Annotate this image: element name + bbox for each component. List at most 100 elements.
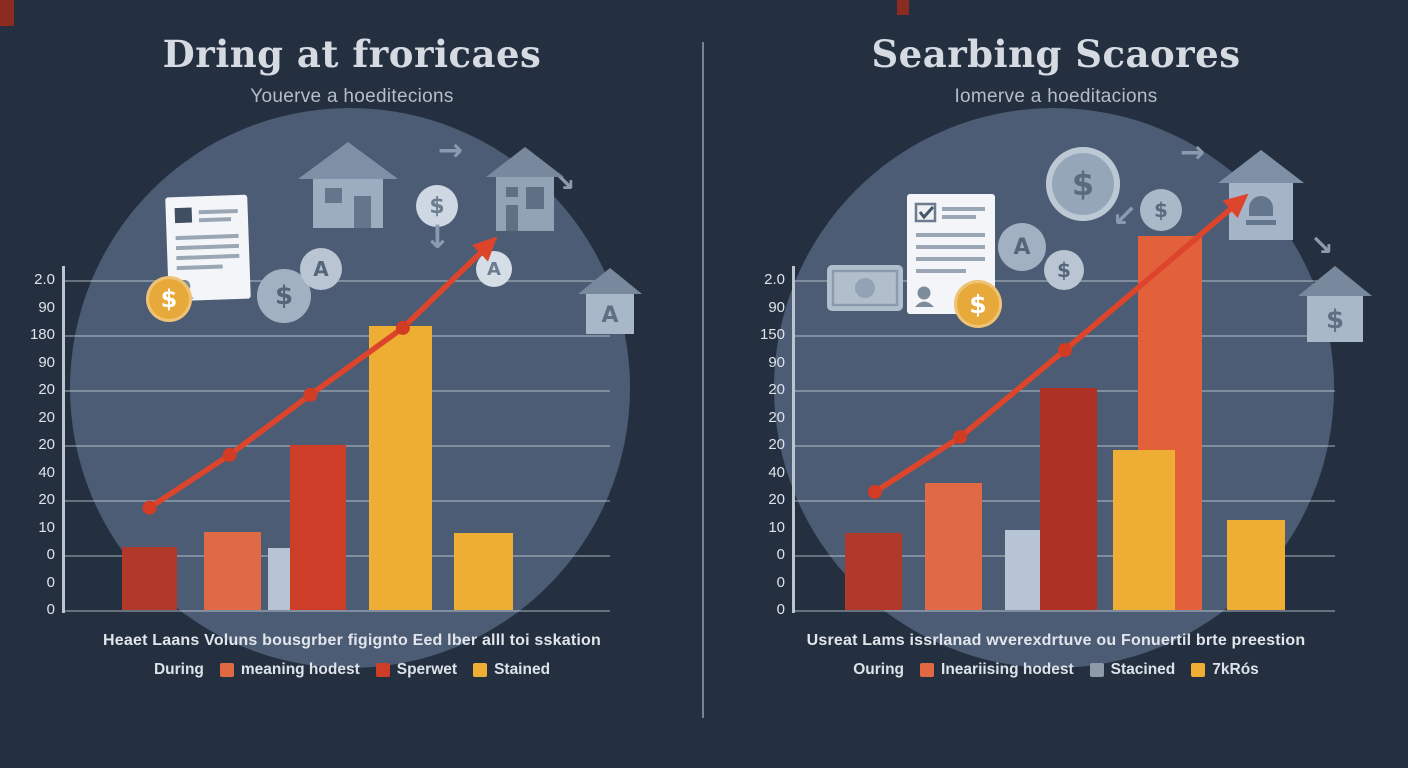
dollar-house-icon: $: [1298, 266, 1372, 342]
house-icon: [298, 142, 398, 228]
y-tick-label: 20: [768, 491, 785, 508]
gridline: [65, 610, 610, 612]
bar-line-chart: 2.0 90 150 90 20 20 20 40 20 10 0 0 0: [760, 193, 1335, 618]
chart-title: Searbing Scaores: [871, 32, 1241, 76]
y-tick-label: 2.0: [764, 271, 785, 288]
chart-subtitle: Iomerve a hoeditacions: [954, 86, 1158, 107]
x-axis-caption: Usreat Lams issrlanad wverexdrtuve ou Fo…: [806, 632, 1306, 649]
legend-label: Stained: [494, 661, 551, 678]
dollar-glyph: $: [1071, 165, 1095, 203]
dollar-glyph: $: [1154, 198, 1168, 222]
dollar-glyph: $: [969, 289, 987, 319]
dollar-glyph: $: [274, 281, 294, 311]
small-dollar-coin-icon: $: [1140, 189, 1182, 231]
down-arrow-icon: ↓: [424, 218, 451, 256]
legend-label: 7kRós: [1212, 661, 1259, 678]
dollar-glyph: $: [1057, 258, 1071, 282]
y-tick-label: 20: [38, 381, 55, 398]
legend-label: During: [153, 661, 204, 678]
y-tick-label: 0: [46, 546, 55, 563]
chart-stage: $ $ A $ A ↓ → ↘ A 2.0 90 180 90 20 20: [30, 108, 642, 668]
bar: [1040, 387, 1097, 610]
panel-divider: [702, 42, 704, 718]
y-tick-label: 0: [776, 546, 785, 563]
bank-house-icon: [486, 147, 564, 231]
legend-item: Sperwet: [375, 661, 458, 679]
y-tick-label: 90: [768, 298, 785, 316]
dollar-circle-icon: $: [416, 185, 458, 227]
y-tick-label: 20: [768, 436, 785, 453]
letter-a-badge-icon: A: [300, 248, 342, 290]
trend-line: [142, 236, 498, 515]
right-chart-panel: Searbing Scaores Iomerve a hoeditacions …: [704, 0, 1408, 768]
house-a-icon: A: [578, 268, 642, 334]
dollar-glyph: $: [160, 285, 178, 313]
corner-accent: [0, 0, 14, 26]
right-arrow-icon: →: [1180, 135, 1206, 170]
bar: [290, 445, 346, 610]
money-bill-icon: [827, 265, 903, 311]
y-tick-label: 150: [759, 326, 785, 343]
y-tick-label: 10: [38, 518, 55, 536]
y-tick-label: 90: [38, 298, 55, 316]
y-tick-label: 40: [38, 463, 55, 481]
y-tick-label: 180: [29, 326, 55, 343]
bar: [122, 547, 177, 610]
y-tick-label: 10: [768, 518, 785, 536]
legend-label: Ineariising hodest: [941, 661, 1074, 678]
chart-legend: Ouring Ineariising hodest Stacined 7kRós: [704, 661, 1408, 679]
document-icon: [165, 194, 251, 302]
letter-a-glyph: A: [487, 258, 501, 280]
large-dollar-coin-icon: $: [1046, 147, 1120, 221]
legend-item: Stained: [473, 661, 550, 679]
bar: [1227, 519, 1286, 610]
y-tick-label: 20: [38, 491, 55, 508]
dollar-glyph: $: [429, 193, 445, 219]
gold-dollar-coin-icon: $: [146, 276, 192, 322]
legend-label: Sperwet: [396, 661, 458, 678]
y-tick-label: 0: [776, 573, 785, 591]
y-tick-label: 0: [46, 573, 55, 591]
chart-stage: $ A $ $ $ $ → ↙ ↘ 2.0 90 150 90 20 20 20 40 20 1: [704, 0, 1408, 768]
legend-swatch: [473, 663, 488, 677]
y-tick-label: 20: [38, 408, 55, 426]
letter-a-glyph: A: [313, 257, 329, 281]
y-tick-label: 90: [38, 353, 55, 371]
y-tick-label: 20: [768, 408, 785, 426]
bar: [845, 533, 902, 610]
legend-swatch: [1191, 663, 1206, 677]
bar: [369, 325, 432, 610]
trend-line: [867, 193, 1249, 499]
bar-line-chart: 2.0 90 180 90 20 20 20 40 20 10 0 0 0: [30, 236, 610, 618]
chart-title: Dring at froricaes: [162, 32, 542, 76]
gridline: [65, 390, 610, 392]
legend-item: 7kRós: [1191, 661, 1259, 679]
y-tick-label: 20: [38, 436, 55, 453]
letter-a-glyph: A: [1013, 234, 1031, 260]
bar: [454, 533, 513, 610]
bell-house-icon: [1218, 150, 1304, 240]
gridline: [795, 610, 1335, 612]
legend-label: Ouring: [853, 661, 905, 678]
y-tick-label: 2.0: [34, 271, 55, 288]
legend-item: meaning hodest: [219, 661, 360, 679]
legend-item: Stacined: [1089, 661, 1176, 679]
left-chart-panel: Dring at froricaes Youerve a hoeditecion…: [30, 32, 642, 679]
right-arrow-icon: →: [438, 133, 464, 168]
legend-label: Stacined: [1110, 661, 1176, 678]
legend-item: Ouring: [853, 661, 904, 679]
dollar-badge-icon: $: [1044, 250, 1084, 290]
legend-label: meaning hodest: [240, 661, 360, 678]
letter-a-badge-icon: A: [998, 223, 1046, 271]
chart-subtitle: Youerve a hoeditecions: [250, 86, 454, 107]
down-right-arrow-icon: ↘: [1310, 229, 1334, 262]
legend-swatch: [1089, 663, 1104, 677]
y-tick-label: 0: [776, 601, 785, 618]
bar: [203, 532, 262, 610]
gold-dollar-coin-icon: $: [954, 280, 1002, 328]
legend-item: Ineariising hodest: [920, 661, 1074, 679]
top-accent: [897, 0, 909, 15]
legend-swatch: [920, 663, 935, 677]
x-axis-caption: Heaet Laans Voluns bousgrber figignto Ee…: [103, 632, 601, 649]
bar: [1112, 449, 1175, 610]
